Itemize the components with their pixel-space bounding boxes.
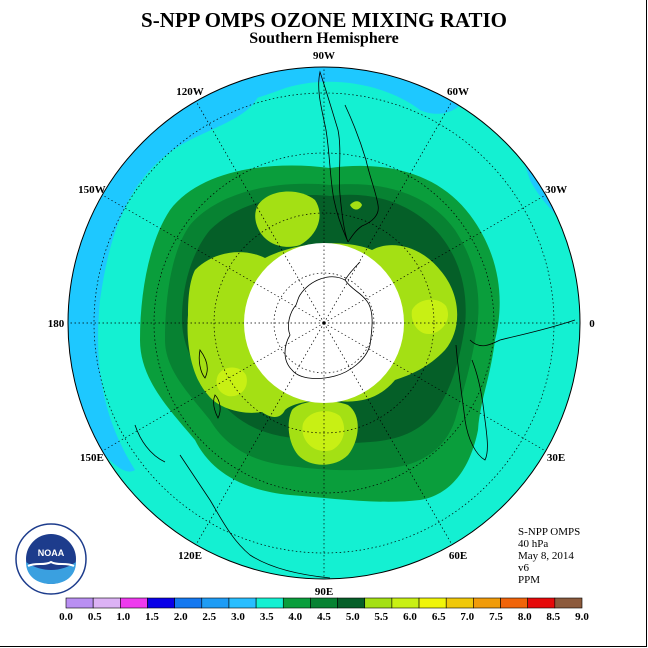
new-zealand-coastline (198, 349, 221, 419)
australia-coastline (134, 424, 331, 579)
longitude-label: 120W (176, 86, 204, 98)
meridian-line (102, 194, 325, 324)
longitude-label: 30W (545, 184, 567, 196)
map-boundary (67, 66, 581, 580)
noaa-logo-text: NOAA (38, 548, 65, 558)
ozone-band-6-0-south (302, 411, 345, 452)
latitude-circle-45s (153, 152, 495, 494)
longitude-label: 90W (313, 50, 335, 62)
map-title: S-NPP OMPS OZONE MIXING RATIO (141, 8, 507, 32)
longitude-label: 120E (178, 550, 202, 562)
meridian-line (323, 322, 453, 545)
south-america-coastline (318, 70, 379, 243)
meridian-line (195, 101, 325, 324)
longitude-label: 180 (48, 318, 65, 330)
africa-coastline (455, 319, 576, 461)
meridians (68, 67, 580, 579)
meridian-line (323, 322, 546, 452)
longitude-label: 0 (589, 318, 595, 330)
longitude-labels: 90W 60W 30W 0 30E 60E 90E 120E 150E 180 150W 120W (48, 50, 596, 598)
pressure-label: 40 hPa (518, 538, 549, 550)
longitude-label: 60E (449, 550, 467, 562)
map-subtitle: Southern Hemisphere (249, 30, 399, 47)
units-label: PPM (518, 574, 541, 586)
meridian-line (102, 322, 325, 452)
latitude-circle-60s (213, 212, 435, 434)
ozone-band-6-0-east (411, 299, 449, 335)
ozone-band-6-0-west (216, 367, 247, 397)
longitude-label: 90E (315, 586, 333, 598)
coastlines (134, 70, 576, 579)
south-pole-marker (322, 321, 326, 325)
metadata-block: S-NPP OMPS 40 hPa May 8, 2014 v6 PPM (518, 526, 580, 586)
graticule (68, 67, 580, 579)
longitude-label: 150E (80, 452, 104, 464)
meridian-line (323, 101, 453, 324)
longitude-label: 30E (547, 452, 565, 464)
date-label: May 8, 2014 (518, 550, 574, 562)
latitude-circle-30s (93, 92, 555, 554)
instrument-label: S-NPP OMPS (518, 526, 581, 538)
noaa-logo: NOAA (15, 523, 87, 595)
longitude-label: 150W (78, 184, 106, 196)
version-label: v6 (518, 562, 529, 574)
latitude-circle-75s (273, 272, 375, 374)
meridian-line (323, 194, 546, 324)
meridian-line (195, 322, 325, 545)
ozone-band-5-5-east (350, 201, 362, 210)
longitude-label: 60W (447, 86, 469, 98)
